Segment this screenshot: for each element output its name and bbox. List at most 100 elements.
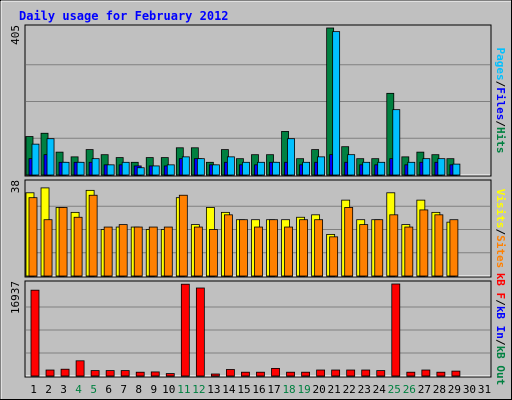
bar <box>193 226 203 277</box>
bar <box>31 143 40 176</box>
bar <box>361 369 371 377</box>
bar <box>120 370 130 377</box>
x-tick-label: 13 <box>207 383 220 396</box>
bar <box>90 370 100 377</box>
bar <box>332 31 341 176</box>
x-tick-label: 8 <box>135 383 142 396</box>
panel-background <box>24 24 492 177</box>
bar <box>165 373 175 377</box>
bar <box>451 370 461 377</box>
x-tick-label: 29 <box>448 383 461 396</box>
chart-title: Daily usage for February 2012 <box>19 9 229 23</box>
bar <box>449 219 459 277</box>
bar <box>210 373 220 377</box>
series-pages <box>31 31 461 176</box>
y-max-label: 38 <box>9 180 22 193</box>
bar <box>434 214 444 277</box>
bar <box>30 289 40 377</box>
x-tick-label: 6 <box>105 383 112 396</box>
bar <box>166 164 175 176</box>
x-tick-label: 31 <box>478 383 491 396</box>
x-tick-label: 9 <box>150 383 157 396</box>
bar <box>317 156 326 176</box>
bar <box>180 283 190 377</box>
bar <box>103 226 113 277</box>
bar <box>272 161 280 176</box>
bar <box>163 226 173 277</box>
bar <box>106 164 115 176</box>
legend-entry: / <box>494 229 507 236</box>
x-tick-label: 16 <box>252 383 265 396</box>
legend-entry: kB F <box>494 273 507 300</box>
bar <box>301 371 310 377</box>
bar <box>331 369 341 377</box>
bar <box>211 164 220 176</box>
legend-entry: / <box>494 81 507 88</box>
bar <box>421 369 431 377</box>
bar <box>257 161 265 176</box>
bar <box>76 161 85 176</box>
x-tick-label: 3 <box>60 383 67 396</box>
x-tick-label: 25 <box>388 383 401 396</box>
legend-entry: Pages <box>494 48 507 81</box>
bar <box>45 369 55 377</box>
bar <box>347 154 356 176</box>
bar <box>88 194 98 277</box>
bar <box>287 138 295 176</box>
x-tick-label: 15 <box>237 383 250 396</box>
bar <box>299 219 308 277</box>
bar <box>242 161 250 176</box>
bar <box>195 287 205 377</box>
bar <box>271 367 280 377</box>
legend-entry: / <box>494 120 507 127</box>
bar <box>377 161 386 176</box>
bar <box>344 207 354 277</box>
legend-entry: Sites <box>494 235 507 268</box>
panel-2: 38 Visits/Sites <box>9 179 507 278</box>
x-axis-day-labels: 1 2 3 4 5 6 7 8 9 10 11 12 13 14 15 16 17 18 19 20 21 22 23 24 2… <box>30 383 491 396</box>
legend-vertical: kB F/kB In/kB Out <box>494 273 507 386</box>
legend-entry: kB In <box>494 306 507 339</box>
bar <box>133 226 143 277</box>
bar <box>437 158 446 176</box>
bar <box>148 226 158 277</box>
x-tick-label: 5 <box>90 383 97 396</box>
bar <box>60 368 70 377</box>
bar <box>75 360 85 377</box>
y-max-label: 405 <box>9 25 22 45</box>
bar <box>359 224 369 277</box>
bar <box>136 167 145 176</box>
legend-entry: / <box>494 339 507 346</box>
x-tick-label: 4 <box>75 383 82 396</box>
bar <box>196 158 205 176</box>
bar <box>226 369 235 377</box>
bar <box>151 165 160 176</box>
bar <box>28 197 38 277</box>
x-tick-label: 11 <box>177 383 190 396</box>
y-max-label: 16937 <box>9 281 22 314</box>
x-tick-label: 1 <box>30 383 37 396</box>
bar <box>208 229 218 277</box>
bar <box>452 163 461 176</box>
bar <box>239 219 248 277</box>
bar <box>91 158 100 176</box>
bar <box>256 371 265 377</box>
bar <box>121 161 130 176</box>
bar <box>392 109 401 176</box>
x-tick-label: 20 <box>313 383 326 396</box>
bar <box>254 226 263 277</box>
x-tick-label: 23 <box>358 383 371 396</box>
bar <box>284 226 293 277</box>
bar <box>419 209 429 277</box>
bar <box>286 371 295 377</box>
bar <box>61 161 70 176</box>
panel-1: 405 Pages/Files/Hits <box>9 24 507 177</box>
bar <box>43 219 53 277</box>
bar <box>135 371 145 377</box>
x-tick-label: 30 <box>463 383 476 396</box>
x-tick-label: 26 <box>403 383 416 396</box>
bar <box>150 371 160 377</box>
bar <box>73 216 83 277</box>
bar <box>406 371 416 377</box>
legend-vertical: Pages/Files/Hits <box>494 48 507 154</box>
